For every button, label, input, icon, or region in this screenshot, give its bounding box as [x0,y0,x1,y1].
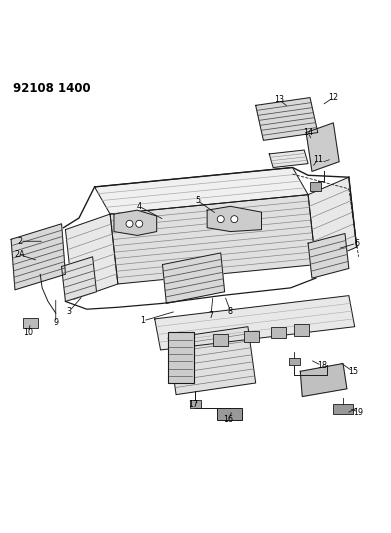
Bar [294,324,309,336]
Polygon shape [300,364,347,397]
Bar [333,405,353,414]
Circle shape [136,220,143,227]
Text: 15: 15 [348,367,358,376]
Text: 13: 13 [274,95,284,104]
Text: 14: 14 [303,128,313,137]
Bar [217,408,242,420]
Text: 2A: 2A [15,251,25,260]
Text: 17: 17 [188,400,199,409]
Text: 2: 2 [18,237,23,246]
Text: 7: 7 [208,311,213,319]
Bar [289,358,300,366]
Text: 4: 4 [137,202,142,211]
Text: 8: 8 [228,306,233,316]
Polygon shape [163,253,224,303]
Polygon shape [95,167,308,214]
Polygon shape [207,206,262,231]
Bar [213,334,228,346]
Polygon shape [110,195,316,284]
Polygon shape [11,224,65,290]
Bar [310,182,321,191]
Text: 19: 19 [353,408,364,417]
Text: 9: 9 [53,318,58,327]
Bar [271,327,286,338]
Polygon shape [306,123,339,172]
Bar [168,333,194,383]
Bar [23,318,38,328]
Circle shape [231,216,238,223]
Text: 16: 16 [224,415,233,424]
Polygon shape [168,327,256,394]
Text: 12: 12 [328,93,338,102]
Bar [244,330,259,342]
Circle shape [126,220,133,227]
Text: 6: 6 [354,239,359,248]
Text: 18: 18 [317,361,326,370]
Polygon shape [65,214,118,300]
Polygon shape [269,150,308,167]
Polygon shape [256,98,318,140]
Polygon shape [155,296,355,350]
Text: 11: 11 [313,155,323,164]
Text: 1: 1 [141,317,145,325]
Polygon shape [308,177,357,264]
Text: 3: 3 [67,306,72,316]
Polygon shape [308,233,349,278]
Text: 10: 10 [23,328,34,337]
Text: 5: 5 [195,196,200,205]
Polygon shape [61,257,97,302]
Circle shape [217,216,224,223]
Text: 92108 1400: 92108 1400 [13,82,91,95]
Bar [190,400,201,408]
Polygon shape [114,210,157,236]
